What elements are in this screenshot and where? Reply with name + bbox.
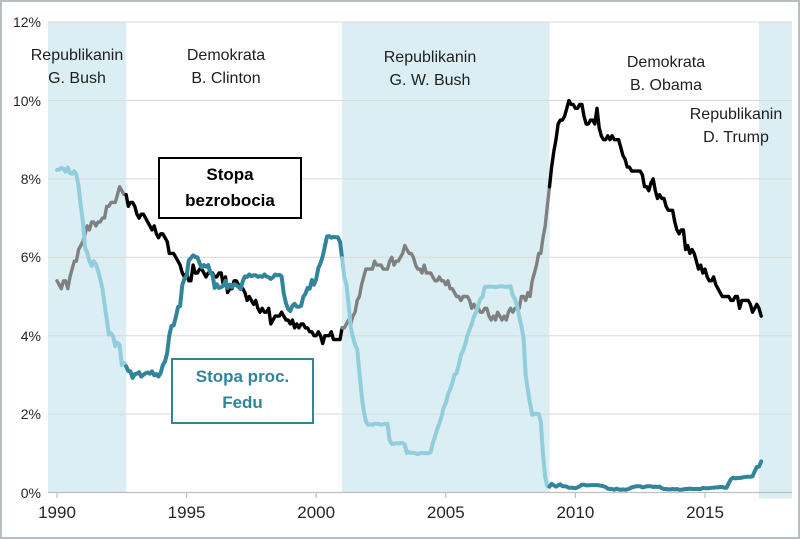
y-tick-label-8: 8% (20, 170, 41, 187)
x-tick-label-2015: 2015 (686, 503, 724, 522)
y-tick-label-4: 4% (20, 327, 41, 344)
president-label-clinton: Demokrata B. Clinton (187, 44, 265, 90)
unemployment-label-line1: Stopa (206, 165, 254, 184)
x-tick-label-1995: 1995 (167, 503, 206, 522)
president-label-trump: Republikanin D. Trump (690, 103, 783, 149)
president-name: B. Clinton (191, 70, 261, 87)
president-party: Demokrata (626, 54, 706, 71)
president-party: Republikanin (30, 47, 124, 64)
unemployment-line-segment (547, 98, 763, 318)
fed_rate-line-segment (124, 234, 345, 380)
unemployment-line-segment (124, 192, 344, 346)
unemployment-line-segment (340, 184, 552, 330)
y-tick-label-12: 12% (12, 14, 41, 31)
fed-label-line1: Stopa proc. (195, 367, 290, 386)
unemployment-line-segment (55, 184, 128, 291)
y-tick-label-6: 6% (20, 249, 41, 266)
president-label-gwbush: Republikanin G. W. Bush (384, 46, 477, 92)
x-tick-label-2010: 2010 (556, 503, 595, 522)
unemployment-series-label-box: Stopa bezrobocia (158, 157, 302, 219)
president-name: B. Obama (629, 77, 703, 94)
y-tick-label-0: 0% (20, 484, 41, 501)
president-name: D. Trump (703, 129, 769, 146)
fed_rate-line-segment (55, 165, 129, 369)
y-tick-label-2: 2% (20, 406, 41, 423)
y-tick-label-10: 10% (12, 92, 41, 109)
fed_rate-line-segment (547, 459, 764, 492)
unemployment-label-line2: bezrobocia (185, 191, 275, 210)
fed_rate-line-segment (340, 256, 552, 489)
president-label-gbush: Republikanin G. Bush (31, 44, 124, 90)
x-tick-label-2000: 2000 (297, 503, 336, 522)
fed-label-line2: Fedu (222, 393, 263, 412)
president-name: G. W. Bush (389, 72, 471, 89)
x-tick-label-1990: 1990 (38, 503, 76, 522)
x-tick-label-2005: 2005 (426, 503, 465, 522)
fed-rate-series-label-box: Stopa proc. Fedu (171, 358, 314, 424)
president-party: Republikanin (383, 49, 477, 66)
president-label-obama: Demokrata B. Obama (627, 51, 705, 97)
presidency-band (758, 22, 792, 499)
president-party: Demokrata (186, 47, 266, 64)
president-name: G. Bush (48, 70, 106, 87)
president-party: Republikanin (689, 106, 783, 123)
